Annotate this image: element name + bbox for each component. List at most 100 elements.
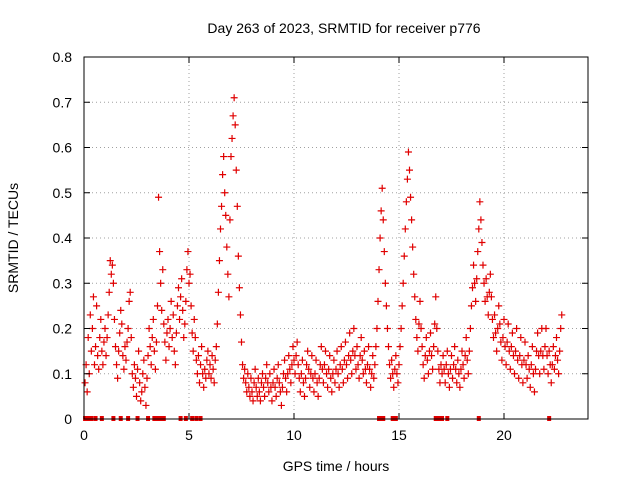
data-point [199,370,207,378]
data-point [540,365,548,373]
data-point [395,361,403,369]
data-point [204,347,212,355]
data-point [387,374,395,382]
data-point [391,365,399,373]
data-point [311,370,319,378]
data-point [430,343,438,351]
x-tick-label: 0 [80,427,88,443]
chart-title: Day 263 of 2023, SRMTID for receiver p77… [207,20,480,36]
data-point [394,379,402,387]
data-point [301,392,308,400]
data-point [336,361,344,369]
y-tick-label: 0.3 [53,275,73,291]
data-point [208,352,216,360]
data-point [319,379,327,387]
data-point [156,248,164,256]
data-point [481,297,489,305]
data-point [354,361,362,369]
data-point [347,356,355,364]
data-point [503,338,511,346]
data-point [478,239,486,247]
data-point [230,94,238,102]
data-point [96,334,104,342]
data-point [499,334,507,342]
data-point [378,184,386,192]
data-point [283,388,291,396]
data-point [404,148,412,156]
data-point [296,388,304,396]
data-point [285,352,293,360]
data-point [234,252,242,260]
data-point [215,257,223,265]
data-point [247,374,255,382]
data-point [364,361,371,369]
data-point [228,134,236,142]
data-point [123,338,131,346]
data-point [268,397,276,405]
data-point [196,379,203,387]
data-points [81,94,566,409]
data-point [146,343,154,351]
data-point [410,270,418,278]
data-point [385,343,392,351]
data-point [502,361,510,369]
data-point [375,266,383,274]
data-point [87,347,95,355]
data-point [130,361,138,369]
data-point [526,383,534,391]
data-point [207,374,215,382]
data-point [516,352,524,360]
data-point [226,216,234,224]
data-point [192,356,200,364]
data-point [337,343,345,351]
data-point [151,365,159,373]
data-point [265,388,273,396]
data-point [479,261,487,269]
data-point [323,370,331,378]
data-point [386,361,394,369]
data-point [466,325,474,332]
data-point [119,352,127,360]
data-point [115,347,123,355]
x-tick-label: 10 [286,427,302,443]
data-point [106,257,114,265]
data-point [270,365,278,373]
data-point [103,334,111,342]
data-point [91,361,98,369]
data-point [520,356,528,364]
data-point [249,397,257,405]
data-point [376,234,384,242]
data-point [248,388,256,396]
data-point [172,329,180,337]
data-point [515,374,523,382]
data-point [366,365,374,373]
data-point [178,275,186,283]
data-point [414,347,422,355]
data-point [118,320,126,328]
data-point [222,211,230,219]
data-point [291,370,299,378]
data-point [131,374,139,382]
data-point [326,352,334,360]
y-tick-label: 0.4 [53,230,73,246]
data-point [295,374,303,382]
data-point [372,343,380,351]
data-point [558,311,566,319]
data-point [154,302,161,310]
data-point [162,356,170,364]
data-point [255,388,263,396]
data-point [484,311,492,319]
data-point [419,361,427,369]
data-point [137,397,145,405]
data-point [81,379,89,387]
data-point [181,320,189,328]
data-point [490,334,497,342]
data-point [141,383,149,391]
data-point [269,379,277,387]
data-point [105,288,113,296]
data-point [150,347,158,355]
data-point [135,347,143,355]
data-point [109,279,117,287]
data-point [98,347,106,355]
data-point [303,361,311,369]
